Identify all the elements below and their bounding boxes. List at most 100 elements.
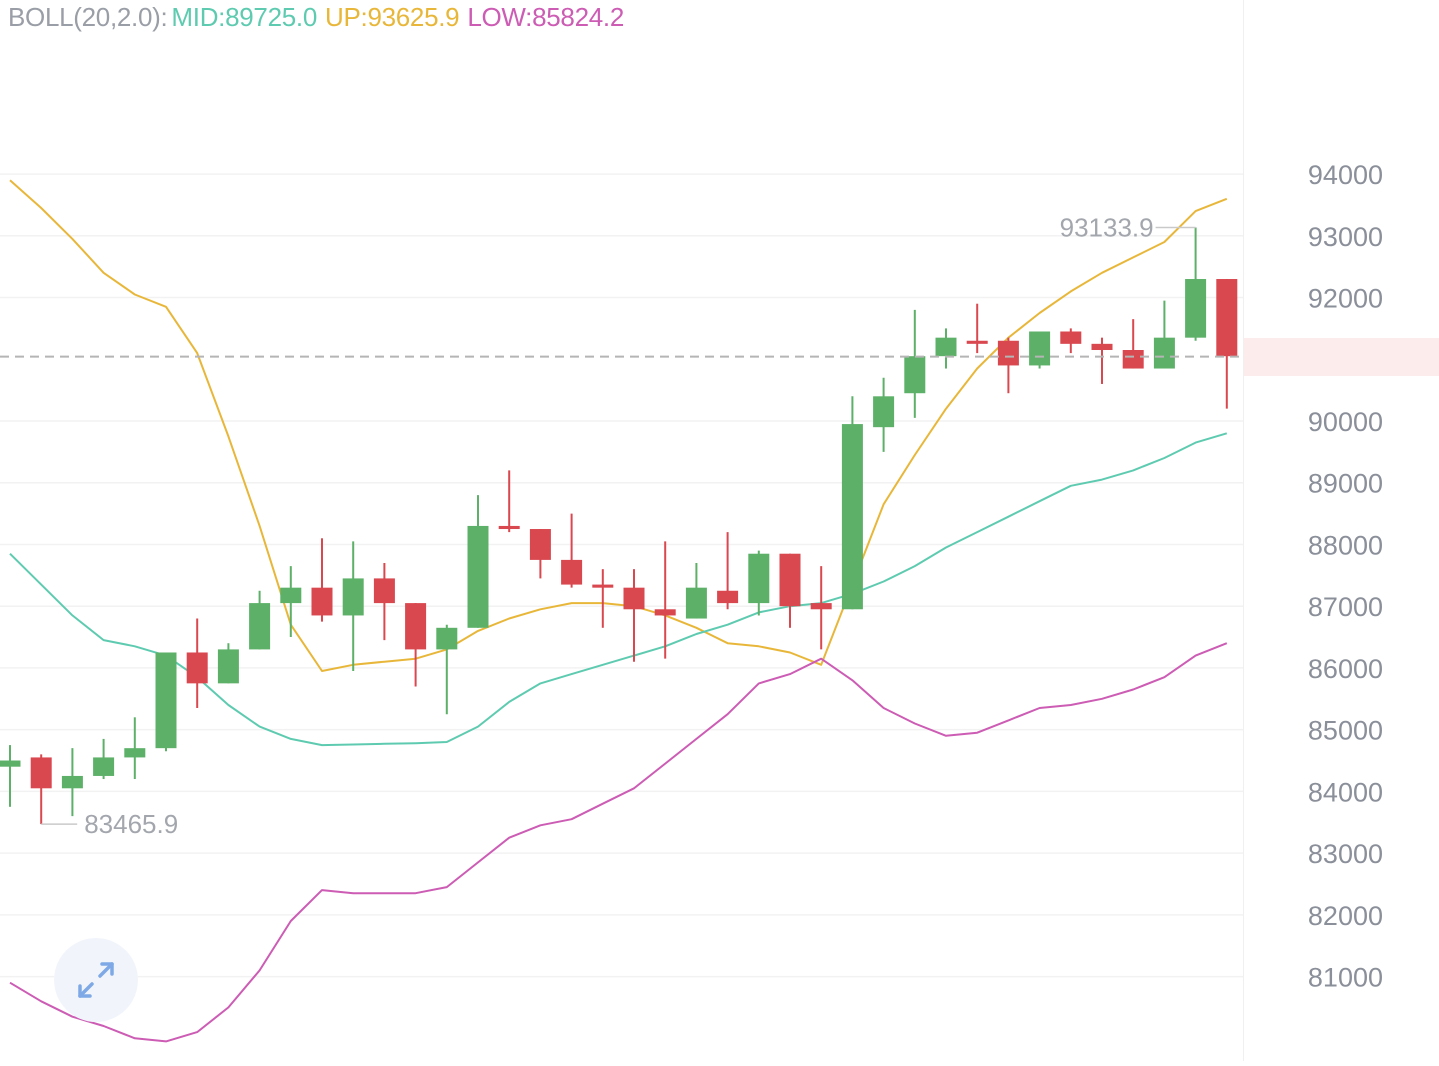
candle-body: [748, 553, 770, 604]
band-line-mid: [9, 432, 1228, 747]
band-line-low: [9, 642, 1228, 1043]
candle: [1185, 227, 1207, 341]
candle-body: [436, 627, 458, 650]
y-tick-label: 88000: [1308, 530, 1383, 560]
bollinger-legend: BOLL(20,2.0): MID:89725.0 UP:93625.9 LOW:85…: [8, 2, 632, 33]
candle: [217, 643, 239, 684]
candle-body: [30, 757, 52, 789]
low-marker-label: 83465.9: [84, 809, 178, 839]
candle-body: [61, 775, 83, 789]
candle: [1029, 331, 1051, 369]
candle: [810, 566, 832, 650]
legend-up: UP:93625.9: [325, 2, 460, 32]
candle: [873, 377, 895, 452]
candles: [0, 227, 1238, 825]
candle-body: [1029, 331, 1051, 366]
candle: [841, 396, 863, 610]
legend-low: LOW:85824.2: [467, 2, 624, 32]
candle: [436, 624, 458, 715]
candle-body: [217, 649, 239, 684]
candle-body: [1153, 337, 1175, 369]
candle: [1153, 300, 1175, 369]
candle-body: [1122, 350, 1144, 369]
candle-body: [124, 748, 146, 758]
candle: [498, 470, 520, 533]
candle: [280, 566, 302, 638]
candle: [561, 513, 583, 588]
axis-divider: [1243, 0, 1244, 1061]
candle-body: [280, 587, 302, 604]
candle-body: [904, 356, 926, 394]
candle-body: [1091, 343, 1113, 351]
candle: [249, 590, 271, 650]
candle-body: [155, 652, 177, 749]
candle-body: [93, 757, 115, 776]
candle: [1060, 328, 1082, 354]
candle: [717, 532, 739, 610]
candle: [61, 748, 83, 817]
candle: [935, 328, 957, 369]
candle-body: [935, 337, 957, 357]
candle-body: [685, 587, 707, 619]
y-tick-label: 84000: [1308, 777, 1383, 807]
candle: [1216, 279, 1238, 409]
candle-body: [592, 584, 614, 588]
candle: [373, 562, 395, 641]
candle: [467, 495, 489, 628]
candle-body: [873, 396, 895, 428]
candle: [966, 303, 988, 354]
candle: [592, 569, 614, 628]
candle-body: [623, 587, 645, 610]
high-marker-label: 93133.9: [1060, 213, 1154, 243]
candle-body: [0, 760, 21, 767]
candle: [654, 541, 676, 659]
candle: [1091, 337, 1113, 384]
candle: [342, 541, 364, 672]
candle: [997, 337, 1019, 394]
candle-body: [1185, 279, 1207, 338]
current-price-tag-bg: [1244, 338, 1439, 376]
y-tick-label: 93000: [1308, 222, 1383, 252]
candle: [0, 745, 21, 807]
candle-body: [1060, 331, 1082, 344]
candle-body: [997, 340, 1019, 366]
candle-body: [467, 525, 489, 628]
candle: [904, 309, 926, 418]
candle: [529, 529, 551, 579]
candle-body: [342, 578, 364, 616]
candle-body: [311, 587, 333, 616]
candle-body: [249, 603, 271, 650]
y-tick-label: 94000: [1308, 160, 1383, 190]
grid-lines: [0, 173, 1243, 978]
candle-body: [841, 424, 863, 610]
candle-body: [498, 525, 520, 530]
candle: [186, 618, 208, 709]
candle-body: [405, 603, 427, 650]
y-tick-label: 89000: [1308, 469, 1383, 499]
legend-mid: MID:89725.0: [171, 2, 317, 32]
candle: [623, 569, 645, 662]
candle-body: [717, 590, 739, 604]
candle: [1122, 319, 1144, 369]
y-tick-label: 81000: [1308, 963, 1383, 993]
candle-body: [779, 553, 801, 607]
band-line-up: [9, 179, 1228, 672]
candle-body: [1216, 279, 1238, 357]
candle-body: [373, 578, 395, 604]
candle: [93, 738, 115, 780]
expand-button[interactable]: [54, 938, 138, 1022]
candle-body: [186, 652, 208, 684]
candle: [124, 717, 146, 780]
y-tick-label: 87000: [1308, 592, 1383, 622]
candle: [779, 553, 801, 628]
y-tick-label: 86000: [1308, 654, 1383, 684]
expand-arrows-icon: [78, 962, 114, 998]
candle-body: [561, 559, 583, 585]
candle: [405, 603, 427, 687]
candle: [30, 754, 52, 825]
extreme-markers: 93133.9 83465.9: [41, 213, 1196, 839]
price-axis: 94000 93000 92000 90000 89000 88000 87000 86000…: [1292, 160, 1390, 992]
candle-body: [810, 603, 832, 610]
